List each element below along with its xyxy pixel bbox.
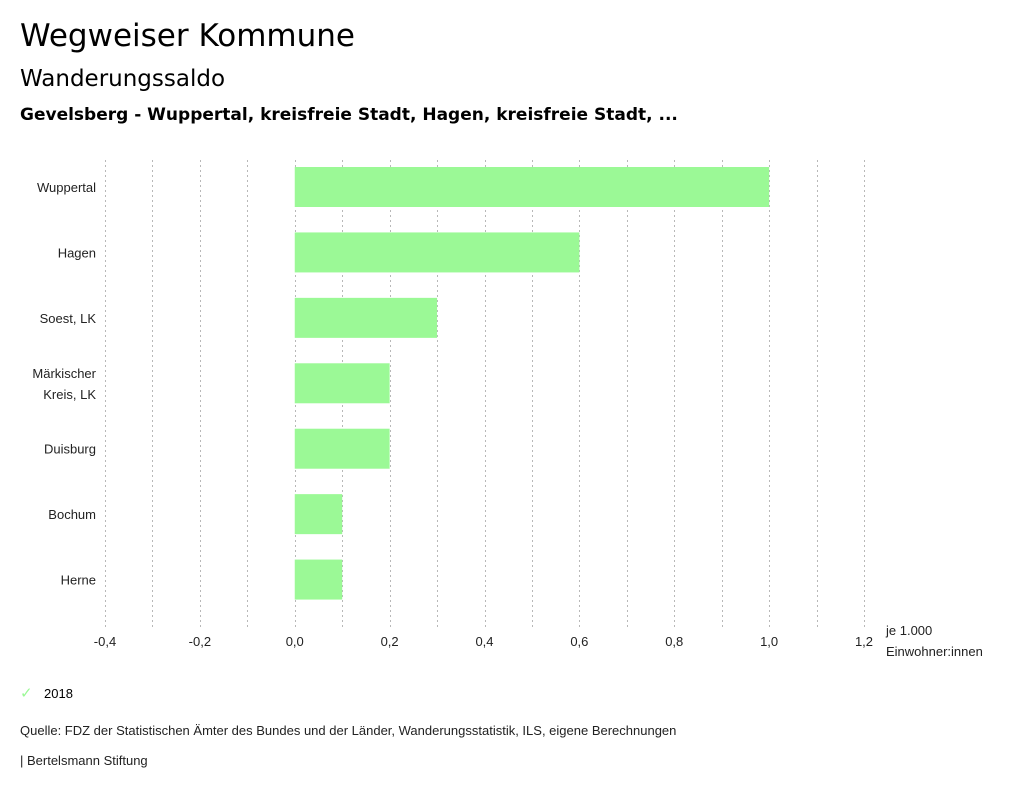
x-tick-label: 0,2: [381, 634, 399, 649]
source-note: Quelle: FDZ der Statistischen Ämter des …: [20, 723, 677, 738]
x-tick-label: 0,8: [665, 634, 683, 649]
page-title: Wegweiser Kommune: [20, 18, 355, 54]
x-tick-label: 1,2: [855, 634, 873, 649]
x-tick-label: 0,4: [475, 634, 493, 649]
region-selection: Gevelsberg - Wuppertal, kreisfreie Stadt…: [20, 105, 678, 125]
category-label: Herne: [61, 573, 96, 588]
x-axis-unit-label: Einwohner:innen: [886, 644, 983, 659]
chart-subtitle: Wanderungssaldo: [20, 66, 226, 92]
x-tick-label: 1,0: [760, 634, 778, 649]
check-icon[interactable]: ✓: [20, 685, 33, 702]
x-tick-label: -0,4: [94, 634, 116, 649]
bar: [294, 297, 438, 338]
bar: [294, 363, 390, 404]
category-label: Duisburg: [44, 442, 96, 457]
bar: [294, 232, 580, 273]
x-axis-unit-label: je 1.000: [885, 623, 932, 638]
bar-chart: Wuppertal Hagen Soest, LK Märkischer Kreis, …: [32, 160, 983, 659]
legend-label: 2018: [44, 685, 73, 701]
x-tick-label: 0,0: [286, 634, 304, 649]
x-tick-label: -0,2: [189, 634, 211, 649]
bar: [294, 559, 343, 600]
credit-note: | Bertelsmann Stiftung: [20, 753, 148, 768]
x-tick-label: 0,6: [570, 634, 588, 649]
legend[interactable]: ✓ 2018: [20, 684, 73, 702]
bar: [294, 167, 770, 207]
bar: [294, 494, 343, 535]
category-label: Soest, LK: [40, 311, 97, 326]
category-label: Hagen: [58, 245, 96, 260]
category-label: Kreis, LK: [43, 387, 96, 402]
bar: [294, 428, 390, 469]
category-label: Märkischer: [32, 366, 96, 381]
category-label: Wuppertal: [37, 180, 96, 195]
category-label: Bochum: [48, 507, 96, 522]
